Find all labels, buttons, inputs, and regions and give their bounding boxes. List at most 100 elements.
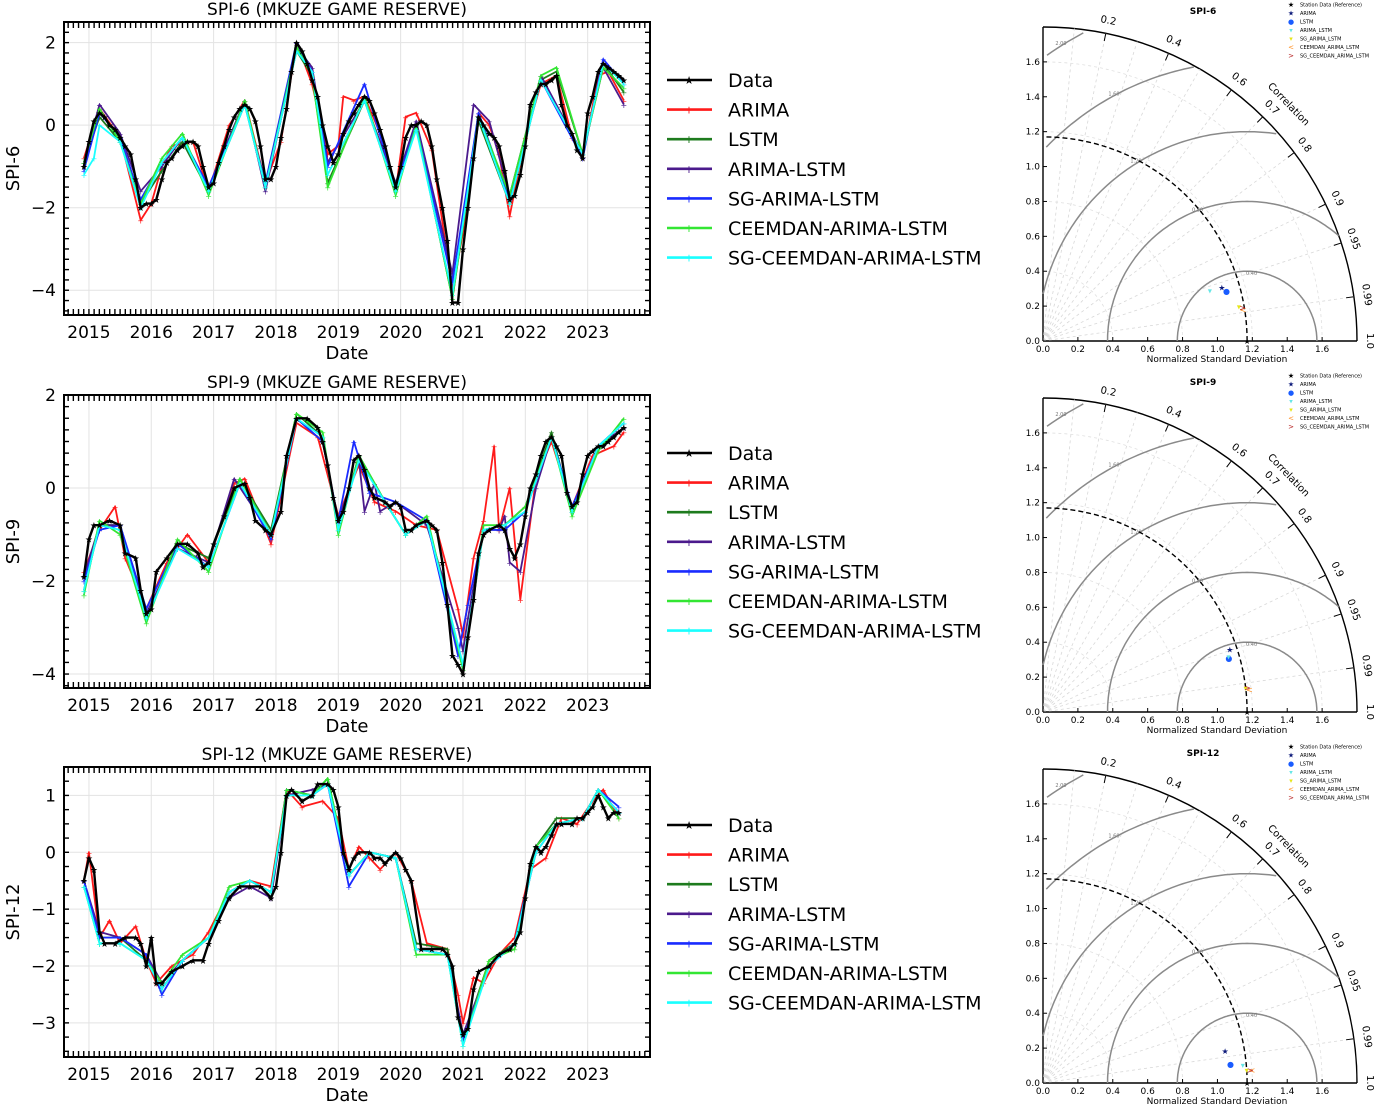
data-point: ★ bbox=[552, 443, 560, 453]
series-line-ceemdan-arima-lstm bbox=[83, 45, 625, 300]
data-point: ★ bbox=[599, 60, 607, 70]
data-point: ★ bbox=[376, 126, 384, 136]
data-point: + bbox=[449, 270, 456, 279]
legend-marker: ★ bbox=[684, 447, 694, 460]
corr-tick-label: 0.95 bbox=[1344, 227, 1361, 252]
std-grid-arc bbox=[1042, 432, 1323, 713]
outer-arc bbox=[1042, 26, 1358, 342]
std-grid-arc bbox=[1042, 61, 1323, 342]
data-point: + bbox=[392, 188, 399, 197]
legend-marker: + bbox=[684, 163, 693, 176]
data-point: ★ bbox=[459, 1031, 467, 1041]
std-tick-label-y: 1.0 bbox=[1026, 905, 1041, 915]
legend-label: ARIMA bbox=[728, 100, 789, 122]
taylor-point-arima: ★ bbox=[1218, 283, 1225, 292]
data-point: ★ bbox=[480, 531, 488, 541]
corr-grid-line bbox=[1042, 523, 1295, 713]
y-tick-label: −4 bbox=[31, 665, 56, 685]
data-point: ★ bbox=[158, 175, 166, 185]
data-point: ★ bbox=[433, 175, 441, 185]
legend-marker: + bbox=[684, 625, 693, 638]
x-tick-label: 2021 bbox=[441, 1065, 484, 1085]
corr-tick bbox=[1256, 487, 1264, 494]
x-tick-label: 2023 bbox=[566, 696, 609, 716]
taylor-point-station data (reference): ★ bbox=[1244, 1079, 1251, 1088]
data-point: ★ bbox=[339, 130, 347, 140]
x-tick-label: 2021 bbox=[441, 323, 484, 343]
corr-tick bbox=[1318, 945, 1326, 951]
x-tick-label: 2017 bbox=[192, 1065, 235, 1085]
rms-label: 2.00 bbox=[1055, 41, 1066, 47]
taylor-legend-label: SG_ARIMA_LSTM bbox=[1300, 37, 1341, 43]
corr-tick bbox=[1256, 116, 1264, 123]
rms-arc bbox=[1045, 808, 1194, 890]
corr-grid-line bbox=[1042, 28, 1075, 342]
taylor-point-sg_arima_lstm: ▾ bbox=[1245, 1066, 1249, 1075]
std-tick-label-y: 0.6 bbox=[1026, 974, 1041, 984]
data-point: ★ bbox=[381, 860, 389, 870]
x-tick-label: 2018 bbox=[254, 323, 297, 343]
std-tick-label-y: 1.2 bbox=[1026, 870, 1040, 880]
data-point: + bbox=[159, 167, 166, 176]
taylor-point-arima: ★ bbox=[1222, 1047, 1229, 1056]
taylor-point-lstm: ● bbox=[1223, 287, 1230, 296]
legend: ★ Data + ARIMA + LSTM + ARIMA-LSTM + SG-ARIMA-LST… bbox=[667, 443, 982, 643]
data-point: + bbox=[81, 591, 88, 600]
data-point: ★ bbox=[334, 517, 342, 527]
x-tick-label: 2016 bbox=[130, 1065, 173, 1085]
data-point: ★ bbox=[537, 452, 545, 462]
data-point: ★ bbox=[443, 951, 451, 961]
data-point: + bbox=[486, 118, 493, 127]
data-point: ★ bbox=[205, 559, 213, 569]
data-point: + bbox=[615, 809, 622, 818]
legend-marker: ★ bbox=[684, 74, 694, 87]
std-tick-label-x: 1.0 bbox=[1210, 1087, 1225, 1097]
data-point: ★ bbox=[604, 438, 612, 448]
data-point: ★ bbox=[485, 526, 493, 536]
data-point: + bbox=[533, 849, 540, 858]
y-tick-label: −2 bbox=[31, 199, 56, 219]
data-point: ★ bbox=[225, 126, 233, 136]
data-point: + bbox=[517, 568, 524, 577]
data-point: ★ bbox=[594, 68, 602, 78]
data-point: ★ bbox=[615, 809, 623, 819]
data-point: ★ bbox=[329, 159, 337, 169]
data-point: ★ bbox=[610, 433, 618, 443]
std-tick-label-x: 0.0 bbox=[1036, 716, 1051, 726]
data-point: ★ bbox=[448, 652, 456, 662]
data-point: ★ bbox=[584, 109, 592, 119]
data-point: ★ bbox=[475, 113, 483, 123]
corr-tick bbox=[1103, 775, 1107, 784]
data-point: ★ bbox=[547, 76, 555, 86]
data-point: ★ bbox=[324, 142, 332, 152]
data-point: ★ bbox=[95, 109, 103, 119]
taylor-legend-marker: < bbox=[1288, 44, 1294, 52]
taylor-legend-marker: ★ bbox=[1288, 372, 1294, 380]
data-point: + bbox=[423, 512, 430, 521]
data-point: + bbox=[268, 889, 275, 898]
data-point: ★ bbox=[183, 540, 191, 550]
data-point: ★ bbox=[178, 963, 186, 973]
data-point: + bbox=[533, 485, 540, 494]
data-point: + bbox=[506, 485, 513, 494]
data-point: + bbox=[190, 951, 197, 960]
std-tick-label-y: 0.2 bbox=[1026, 673, 1040, 683]
taylor-point-ceemdan_arima_lstm: < bbox=[1246, 685, 1253, 694]
data-point: + bbox=[366, 854, 373, 863]
data-point: + bbox=[615, 809, 622, 818]
corr-tick-label: 0.95 bbox=[1344, 969, 1361, 994]
data-point: + bbox=[460, 1019, 467, 1028]
legend-label: Data bbox=[728, 70, 773, 92]
corr-tick-label: 1.0 bbox=[1364, 333, 1375, 349]
data-point: ★ bbox=[542, 80, 550, 90]
corr-tick bbox=[1287, 152, 1295, 158]
data-point: ★ bbox=[376, 854, 384, 864]
data-point: ★ bbox=[381, 142, 389, 152]
std-tick-label-x: 0.0 bbox=[1036, 1087, 1051, 1097]
series-line-sg-ceemdan-arima-lstm bbox=[83, 50, 625, 296]
data-point: ★ bbox=[495, 142, 503, 152]
legend-label: LSTM bbox=[728, 502, 779, 524]
data-point: ★ bbox=[557, 452, 565, 462]
std-tick-label-x: 0.4 bbox=[1106, 716, 1121, 726]
